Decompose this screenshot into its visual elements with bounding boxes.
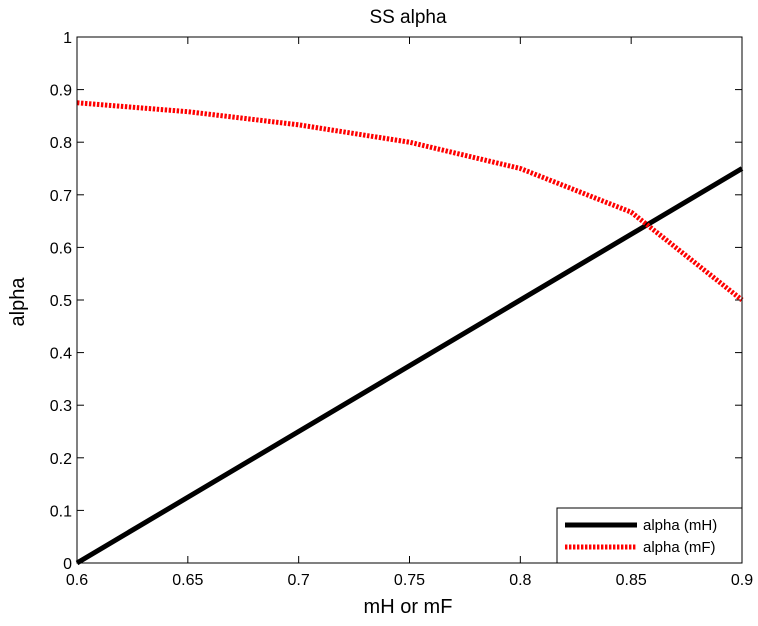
- y-tick-label: 0.8: [50, 135, 72, 152]
- legend-label: alpha (mF): [643, 539, 716, 556]
- x-axis-label: mH or mF: [364, 596, 453, 618]
- x-tick-label: 0.65: [172, 572, 203, 589]
- x-tick-label: 0.85: [616, 572, 647, 589]
- y-tick-label: 0.4: [50, 346, 72, 363]
- chart-title: SS alpha: [369, 7, 447, 28]
- axes-box: [76, 36, 743, 564]
- y-tick-label: 0.3: [50, 398, 72, 415]
- y-tick-label: 0.1: [50, 503, 72, 520]
- legend-label: alpha (mH): [643, 517, 717, 534]
- series-line-alpha-mf: [76, 100, 744, 302]
- legend-box: [556, 507, 743, 564]
- x-tick-label: 0.8: [509, 572, 531, 589]
- y-tick-label: 1: [63, 30, 72, 47]
- y-tick-label: 0.5: [50, 293, 72, 310]
- x-tick-label: 0.7: [288, 572, 310, 589]
- plot-background: [77, 37, 742, 563]
- y-tick-label: 0.6: [50, 240, 72, 257]
- y-tick-label: 0.9: [50, 83, 72, 100]
- legend: alpha (mH) alpha (mF): [556, 507, 743, 564]
- y-tick-label: 0: [63, 556, 72, 573]
- y-tick-label: 0.2: [50, 451, 72, 468]
- y-tick-label: 0.7: [50, 188, 72, 205]
- x-tick-label: 0.9: [731, 572, 753, 589]
- series-line-alpha-mh: [75, 166, 744, 566]
- x-tick-label: 0.75: [394, 572, 425, 589]
- plot-area: 0.6 0.65 0.7 0.75 0.8 0.85 0.9 0 0.1 0.2 0.3 0.4 0.5…: [50, 30, 753, 589]
- y-axis-label: alpha: [7, 277, 29, 327]
- x-tick-label: 0.6: [66, 572, 88, 589]
